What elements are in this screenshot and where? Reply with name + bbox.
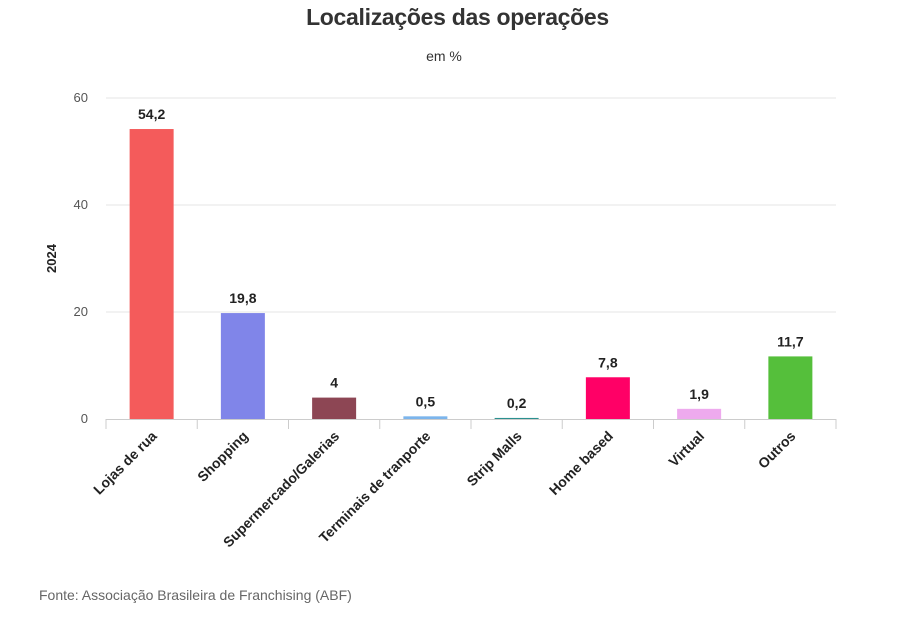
x-tick-label: Shopping [194,428,251,485]
y-tick-label: 60 [74,90,88,105]
data-label: 0,5 [416,393,436,409]
x-axis [105,419,837,429]
bar[interactable] [220,313,265,419]
y-axis-label: 2024 [44,243,59,273]
bar[interactable] [403,416,448,419]
data-label: 4 [330,375,338,391]
bar[interactable] [312,397,357,419]
chart-subtitle: em % [426,48,462,64]
bar[interactable] [585,377,630,419]
x-tick-label: Home based [546,428,616,498]
data-label: 1,9 [689,386,709,402]
bar[interactable] [129,129,174,419]
y-tick-label: 40 [74,197,88,212]
data-label: 0,2 [507,395,527,411]
y-tick-label: 20 [74,304,88,319]
x-axis-labels: Lojas de rua ShoppingSupermercado/Galeria… [90,428,799,551]
x-tick-label: Outros [755,428,799,472]
chart-title: Localizações das operações [306,4,609,30]
grid-lines [106,97,836,313]
x-tick-label: Lojas de rua [90,428,160,498]
data-label: 54,2 [138,106,165,122]
data-label: 11,7 [777,333,804,349]
y-axis-ticks: 0 20 40 60 [74,90,88,426]
source-note: Fonte: Associação Brasileira de Franchis… [39,587,352,603]
bar-chart: 0 20 40 60 54,2 19,8 4 0,5 0,2 7,8 1,9 11,7 Lojas … [44,90,837,551]
data-label: 19,8 [229,290,256,306]
data-label: 7,8 [598,354,618,370]
bar[interactable] [677,408,722,419]
bar[interactable] [768,356,813,419]
y-tick-label: 0 [81,411,88,426]
x-tick-label: Virtual [665,428,707,470]
bar[interactable] [494,417,539,419]
bars: 54,2 19,8 4 0,5 0,2 7,8 1,9 11,7 [129,106,813,419]
x-tick-label: Strip Malls [463,428,525,490]
